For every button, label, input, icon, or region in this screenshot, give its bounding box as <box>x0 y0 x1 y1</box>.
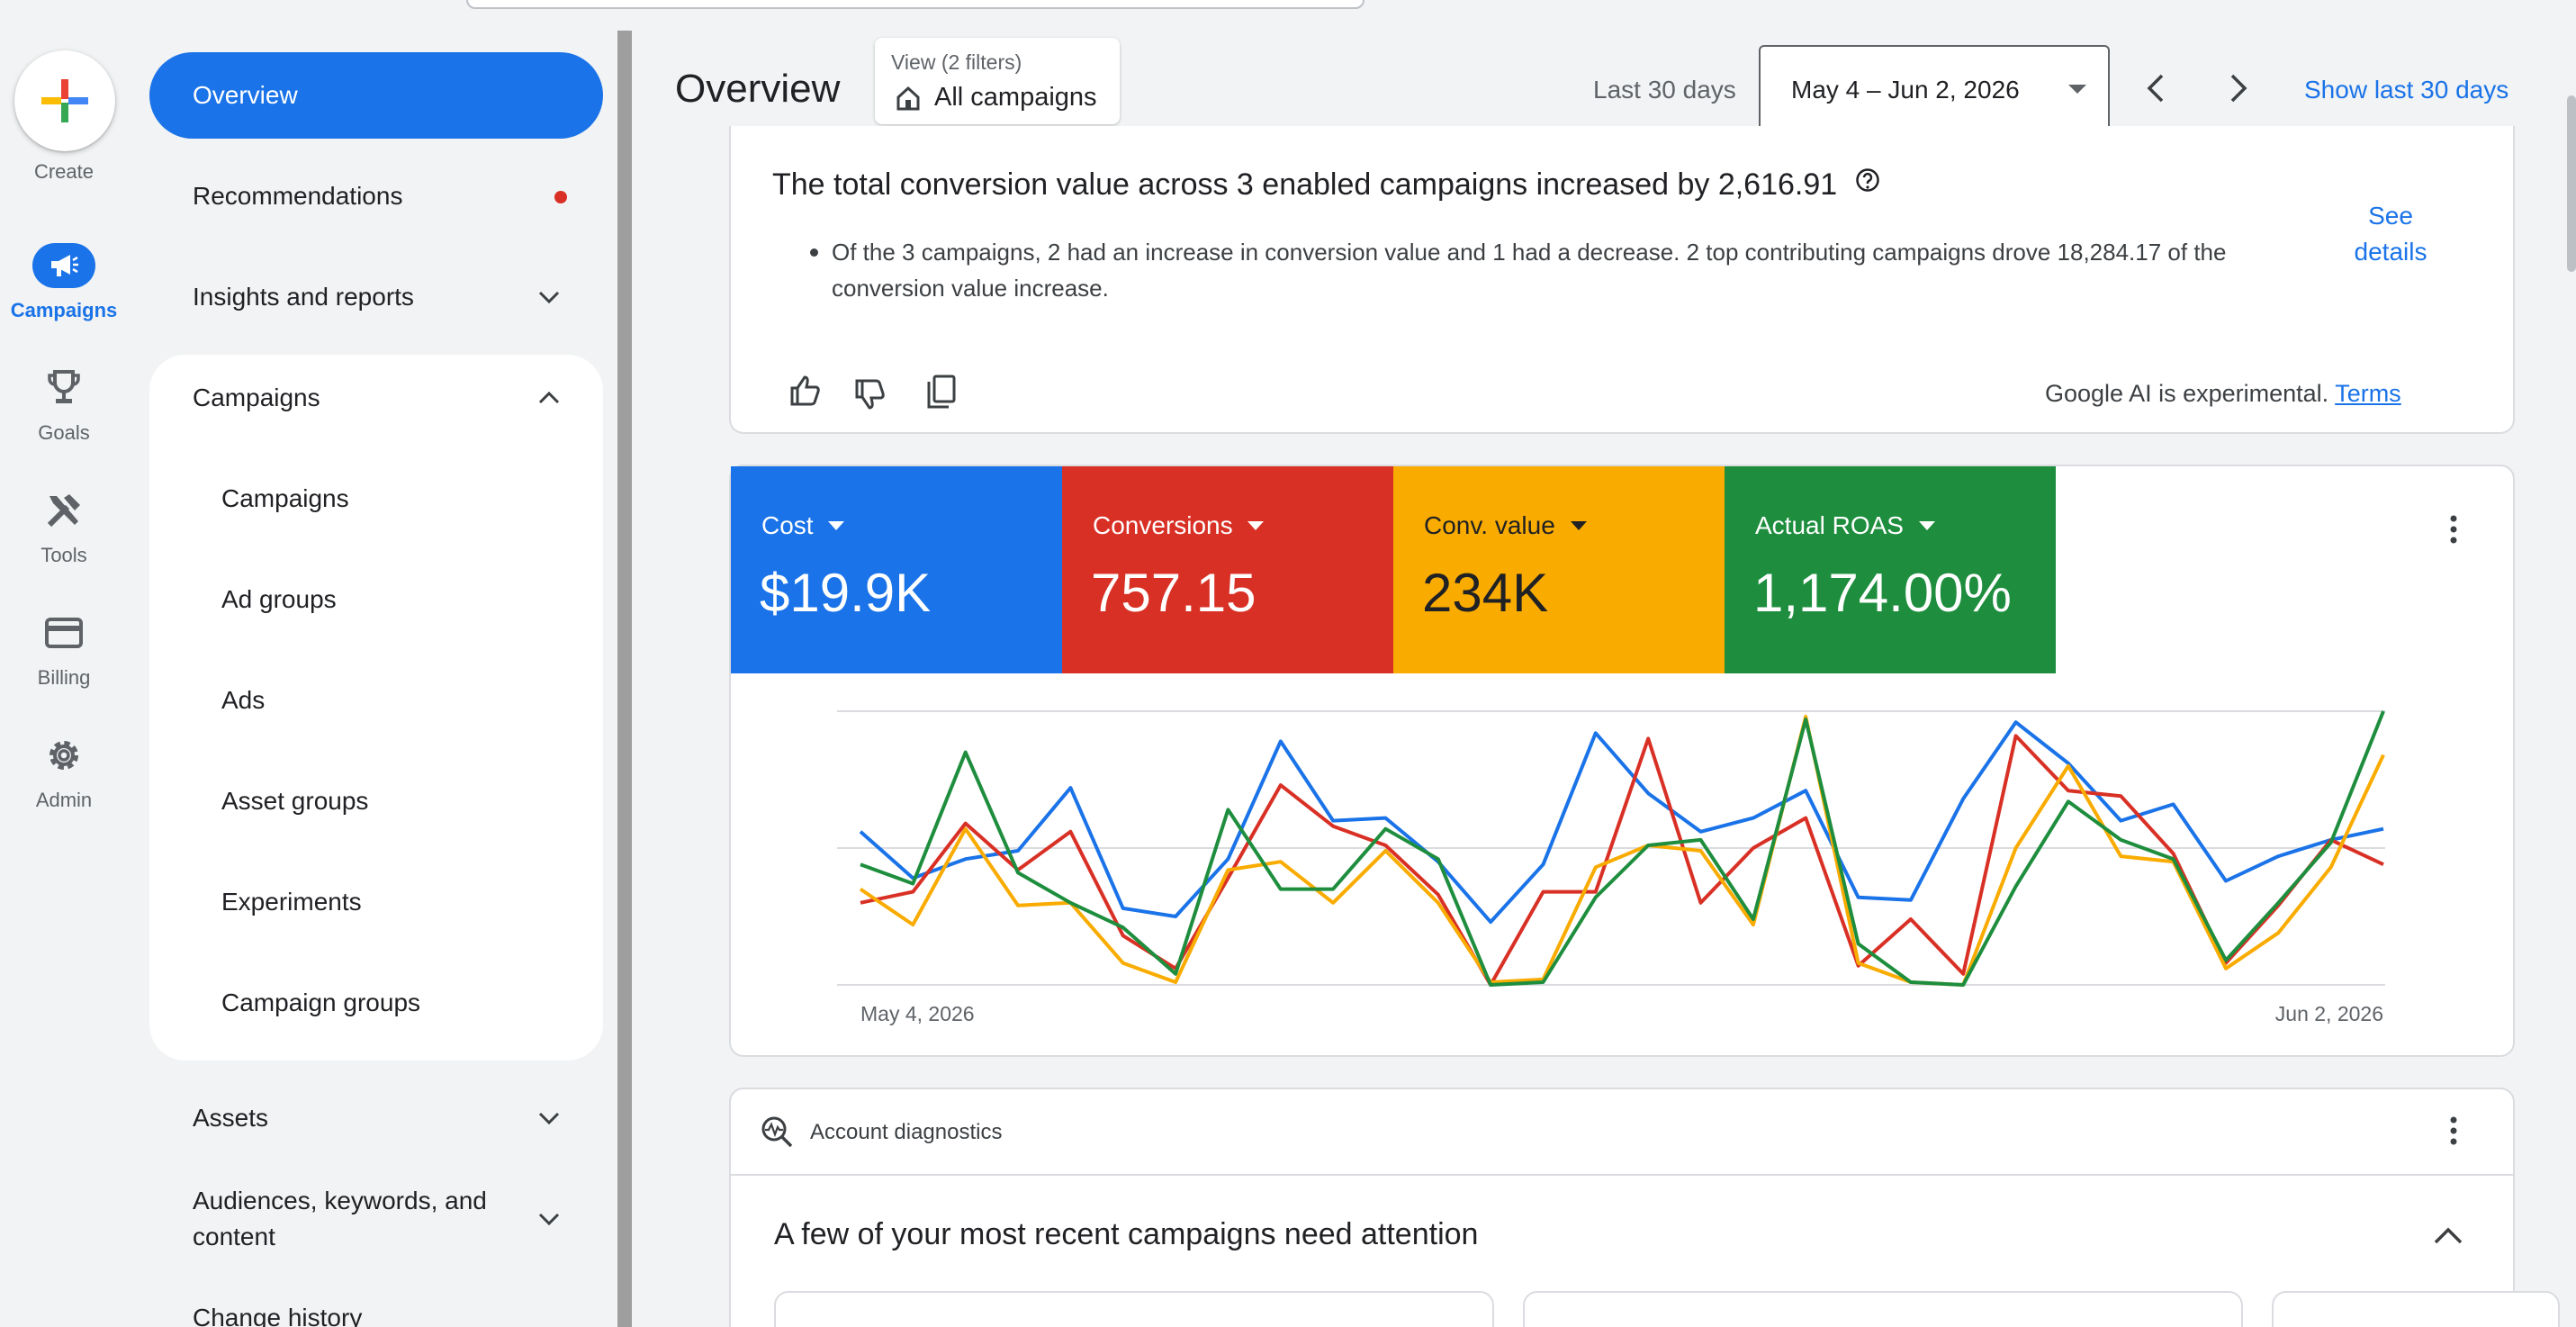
nav-sub-campaign-groups[interactable]: Campaign groups <box>221 988 421 1016</box>
campaign-attention-card[interactable] <box>2272 1291 2560 1327</box>
bullet-dot <box>810 248 818 257</box>
view-filter-button[interactable]: View (2 filters) All campaigns <box>875 38 1120 124</box>
campaign-attention-card[interactable] <box>1523 1291 2243 1327</box>
more-vert-icon[interactable] <box>2441 511 2466 547</box>
view-filter-value: All campaigns <box>934 83 1097 112</box>
metric-value: 1,174.00% <box>1753 563 2012 623</box>
insight-bullet: Of the 3 campaigns, 2 had an increase in… <box>832 239 2227 302</box>
diagnostics-search-icon <box>761 1116 793 1148</box>
rail-billing-label[interactable]: Billing <box>37 666 91 689</box>
rail-admin-label[interactable]: Admin <box>35 789 93 811</box>
series-line-0 <box>859 720 2384 925</box>
sidebar-divider[interactable] <box>617 31 632 1327</box>
create-label: Create <box>33 160 95 183</box>
nav-rail: Create Campaigns Goals Tools Billing Adm… <box>0 0 128 1327</box>
insight-card <box>729 126 2515 434</box>
series-line-2 <box>859 715 2385 987</box>
nav-sub-ads[interactable]: Ads <box>221 686 266 714</box>
date-range-select[interactable]: May 4 – Jun 2, 2026 <box>1759 45 2110 131</box>
rail-tools-label[interactable]: Tools <box>41 544 87 566</box>
more-vert-icon[interactable] <box>2441 1113 2466 1149</box>
metric-tile-conv-value[interactable]: Conv. value 234K <box>1393 466 1725 673</box>
previous-period-icon[interactable] <box>2140 70 2171 106</box>
megaphone-icon[interactable] <box>32 243 95 288</box>
campaign-attention-card[interactable] <box>774 1291 1494 1327</box>
metric-value: 234K <box>1422 563 1549 623</box>
insight-title: The total conversion value across 3 enab… <box>772 167 1880 203</box>
date-range-value: May 4 – Jun 2, 2026 <box>1791 76 2020 104</box>
nav-insights-label: Insights and reports <box>193 283 414 311</box>
next-period-icon[interactable] <box>2223 70 2254 106</box>
scrollbar-thumb[interactable] <box>2567 95 2576 272</box>
x-end-label: Jun 2, 2026 <box>2275 1002 2383 1025</box>
search-bar[interactable] <box>466 0 1365 9</box>
nav-recommendations[interactable]: Recommendations <box>149 153 603 239</box>
terms-link[interactable]: Terms <box>2335 380 2401 407</box>
help-icon[interactable] <box>1855 167 1880 193</box>
campaigns-nav-panel <box>149 355 603 1061</box>
metric-label: Actual ROAS <box>1755 511 1936 540</box>
period-label: Last 30 days <box>1593 76 1736 104</box>
nav-sub-campaigns[interactable]: Campaigns <box>221 484 349 512</box>
nav-change-history[interactable]: Change history <box>193 1304 363 1327</box>
metric-tile-cost[interactable]: Cost $19.9K <box>731 466 1062 673</box>
metric-tile-conversions[interactable]: Conversions 757.15 <box>1062 466 1393 673</box>
see-details-link[interactable]: See details <box>2354 202 2427 266</box>
line-chart: May 4, 2026 Jun 2, 2026 <box>837 710 2385 1025</box>
series-line-1 <box>860 734 2384 987</box>
view-filter-count: View (2 filters) <box>891 50 1022 74</box>
metric-tile-actual-roas[interactable]: Actual ROAS 1,174.00% <box>1725 466 2056 673</box>
home-icon <box>896 86 920 111</box>
nav-recommendations-label: Recommendations <box>193 182 403 210</box>
chevron-down-icon <box>538 1112 560 1125</box>
chevron-up-icon <box>538 391 560 404</box>
nav-assets[interactable]: Assets <box>149 1075 603 1161</box>
thumbs-down-icon[interactable] <box>851 376 887 412</box>
gear-icon[interactable] <box>32 733 95 778</box>
credit-card-icon[interactable] <box>32 610 95 655</box>
nav-sub-asset-groups[interactable]: Asset groups <box>221 787 369 815</box>
attention-heading: A few of your most recent campaigns need… <box>774 1217 1479 1251</box>
chevron-down-icon <box>538 1213 560 1226</box>
metric-label: Conv. value <box>1424 511 1588 540</box>
account-diagnostics-label: Account diagnostics <box>810 1120 1003 1144</box>
dropdown-arrow-icon <box>1570 521 1587 530</box>
nav-overview[interactable]: Overview <box>149 52 603 139</box>
tools-icon[interactable] <box>32 488 95 533</box>
thumbs-up-icon[interactable] <box>787 373 823 409</box>
nav-overview-label: Overview <box>193 81 298 109</box>
nav-sub-ad-groups[interactable]: Ad groups <box>221 585 337 613</box>
x-start-label: May 4, 2026 <box>860 1002 975 1025</box>
create-button[interactable] <box>14 50 115 151</box>
page-title: Overview <box>675 67 841 111</box>
nav-insights[interactable]: Insights and reports <box>149 254 603 340</box>
account-diagnostics-card <box>729 1088 2515 1327</box>
dropdown-arrow-icon <box>828 521 845 530</box>
chevron-up-icon[interactable] <box>2430 1217 2466 1253</box>
metric-value: $19.9K <box>760 563 932 623</box>
nav-audiences[interactable]: Audiences, keywords, and content <box>149 1174 603 1264</box>
ai-experimental-note: Google AI is experimental. Terms <box>2045 380 2401 407</box>
metric-label: Cost <box>761 511 845 540</box>
plus-icon <box>41 79 88 122</box>
trophy-icon[interactable] <box>32 366 95 411</box>
nav-audiences-label: Audiences, keywords, and content <box>193 1187 487 1250</box>
series-line-3 <box>860 710 2385 987</box>
copy-icon[interactable] <box>923 373 959 411</box>
nav-campaigns-section[interactable]: Campaigns <box>149 355 603 441</box>
chevron-down-icon <box>538 291 560 304</box>
dropdown-arrow-icon <box>1918 521 1935 530</box>
show-last-30-days-link[interactable]: Show last 30 days <box>2304 76 2509 104</box>
rail-goals-label[interactable]: Goals <box>38 421 90 444</box>
diagnostics-divider <box>731 1174 2513 1176</box>
rail-campaigns-label[interactable]: Campaigns <box>10 299 118 321</box>
dropdown-arrow-icon <box>1247 521 1265 530</box>
nav-assets-label: Assets <box>193 1104 269 1132</box>
dropdown-arrow-icon <box>2068 85 2086 94</box>
metric-label: Conversions <box>1093 511 1265 540</box>
nav-campaigns-section-label: Campaigns <box>193 384 320 411</box>
metric-value: 757.15 <box>1091 563 1256 623</box>
notification-dot <box>554 191 567 203</box>
nav-sub-experiments[interactable]: Experiments <box>221 888 362 916</box>
